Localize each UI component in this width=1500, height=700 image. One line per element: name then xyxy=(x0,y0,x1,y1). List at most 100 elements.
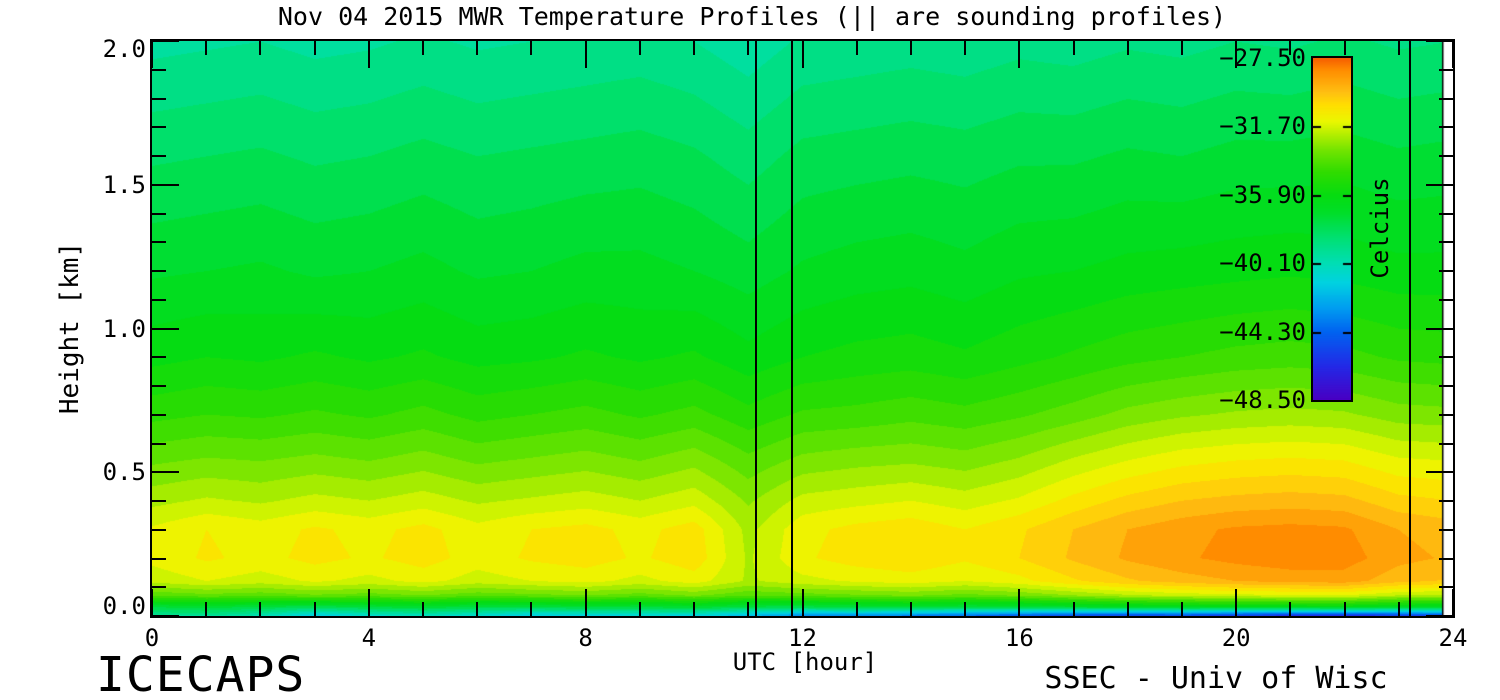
sounding-profile-line xyxy=(790,41,793,616)
temperature-heatmap-canvas xyxy=(152,41,1453,616)
colorbar-tick-label: −44.30 xyxy=(1219,317,1306,346)
x-tick xyxy=(584,589,587,616)
y-tick-label: 2.0 xyxy=(102,35,146,63)
y-tick-label: 1.5 xyxy=(102,170,146,199)
x-tick xyxy=(422,602,425,616)
x-tick xyxy=(1289,41,1292,55)
y-tick xyxy=(152,270,166,272)
y-tick xyxy=(152,413,166,416)
y-tick xyxy=(1439,212,1453,215)
sounding-profile-line xyxy=(755,41,758,616)
x-tick xyxy=(801,589,804,616)
y-tick xyxy=(152,385,166,387)
colorbar xyxy=(1311,56,1353,402)
x-tick xyxy=(476,41,479,55)
x-tick xyxy=(747,602,750,616)
x-tick xyxy=(584,41,587,68)
y-tick xyxy=(152,615,179,617)
y-tick xyxy=(152,68,166,71)
y-tick xyxy=(152,586,166,589)
x-axis-title: UTC [hour] xyxy=(732,648,878,676)
y-tick xyxy=(1439,557,1453,560)
x-tick xyxy=(855,41,858,55)
y-tick xyxy=(152,298,166,301)
y-tick xyxy=(152,183,179,186)
x-tick xyxy=(1343,602,1346,616)
x-tick-label: 4 xyxy=(361,624,377,652)
x-tick xyxy=(1397,41,1400,55)
y-tick xyxy=(1439,356,1453,359)
x-tick xyxy=(313,602,316,616)
y-tick xyxy=(152,442,166,445)
y-tick-label: 1.0 xyxy=(102,314,146,343)
credit-label: SSEC - Univ of Wisc xyxy=(1044,661,1388,696)
x-tick-label: 16 xyxy=(1004,624,1034,652)
y-tick xyxy=(1439,413,1453,416)
y-tick xyxy=(1439,528,1453,531)
x-tick xyxy=(1180,41,1183,55)
y-tick xyxy=(152,126,166,129)
y-tick xyxy=(1439,500,1453,502)
y-tick-label: 0.5 xyxy=(102,458,146,487)
x-tick xyxy=(1397,602,1400,616)
y-tick xyxy=(152,500,166,502)
y-tick xyxy=(1439,97,1453,100)
x-tick xyxy=(530,602,533,616)
x-tick xyxy=(747,41,750,55)
y-tick xyxy=(152,528,166,531)
x-tick xyxy=(205,41,208,55)
x-tick-label: 24 xyxy=(1438,624,1468,652)
y-tick xyxy=(1426,327,1453,330)
x-tick xyxy=(693,41,696,55)
x-tick xyxy=(855,602,858,616)
x-tick xyxy=(259,41,262,55)
x-tick xyxy=(1235,589,1238,616)
colorbar-tick-label: −40.10 xyxy=(1219,249,1306,278)
y-tick xyxy=(1439,298,1453,301)
x-tick xyxy=(1126,41,1129,55)
x-tick xyxy=(151,589,153,616)
x-tick xyxy=(1018,41,1021,68)
y-tick xyxy=(1426,471,1453,474)
y-tick xyxy=(152,241,166,244)
x-tick xyxy=(801,41,804,68)
y-tick xyxy=(1439,68,1453,71)
x-tick-label: 0 xyxy=(144,624,160,652)
x-tick xyxy=(1072,602,1075,616)
x-tick xyxy=(205,602,208,616)
y-tick xyxy=(152,557,166,560)
y-tick xyxy=(1439,126,1453,129)
x-tick xyxy=(1452,589,1454,616)
x-tick xyxy=(1343,41,1346,55)
y-tick xyxy=(1426,40,1453,42)
colorbar-tick-label: −35.90 xyxy=(1219,180,1306,209)
colorbar-tick-label: −27.50 xyxy=(1219,44,1306,72)
y-tick xyxy=(1439,385,1453,387)
x-tick xyxy=(638,41,641,55)
x-tick xyxy=(1072,41,1075,55)
y-tick xyxy=(1439,586,1453,589)
y-tick xyxy=(152,356,166,359)
x-tick xyxy=(367,41,370,68)
x-tick xyxy=(151,41,153,68)
y-tick xyxy=(152,471,179,474)
colorbar-title: Celcius xyxy=(1366,177,1394,279)
y-tick xyxy=(152,40,179,42)
y-tick xyxy=(1439,270,1453,272)
x-tick xyxy=(530,41,533,55)
icecaps-label: ICECAPS xyxy=(96,647,306,700)
x-tick xyxy=(367,589,370,616)
y-tick xyxy=(1426,615,1453,617)
x-tick xyxy=(1126,602,1129,616)
y-tick xyxy=(152,97,166,100)
x-tick xyxy=(909,41,912,55)
colorbar-tick-label: −48.50 xyxy=(1219,386,1306,414)
x-tick xyxy=(638,602,641,616)
x-tick-label: 8 xyxy=(578,624,593,652)
x-tick xyxy=(1289,602,1292,616)
colorbar-gradient-canvas xyxy=(1313,58,1351,400)
sounding-profile-line xyxy=(1408,41,1411,616)
x-tick xyxy=(1235,41,1238,68)
x-tick xyxy=(909,602,912,616)
